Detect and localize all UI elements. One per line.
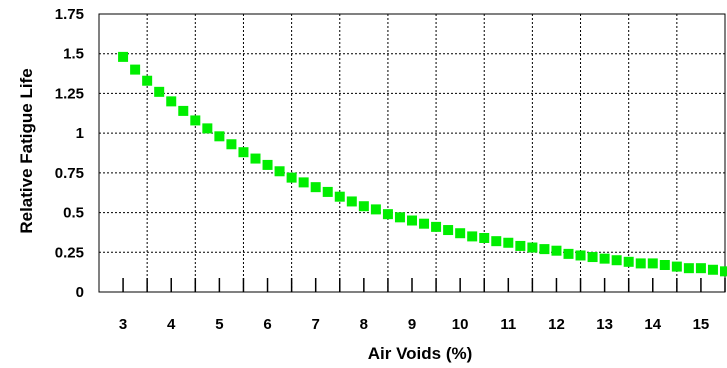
- data-point: [671, 261, 682, 272]
- data-point: [202, 123, 213, 134]
- y-tick-label: 0: [76, 284, 84, 301]
- y-axis-label: Relative Fatigue Life: [17, 68, 36, 233]
- data-series: [118, 51, 727, 277]
- grid: [98, 13, 726, 293]
- data-point: [358, 201, 369, 212]
- data-point: [178, 105, 189, 116]
- data-point: [611, 255, 622, 266]
- data-point: [262, 159, 273, 170]
- x-tick-label: 11: [500, 316, 516, 333]
- x-tick-label: 8: [360, 316, 368, 333]
- data-point: [274, 166, 285, 177]
- data-point: [659, 259, 670, 270]
- y-tick-label: 0.25: [55, 244, 84, 261]
- data-point: [599, 253, 610, 264]
- data-point: [419, 218, 430, 229]
- data-point: [298, 177, 309, 188]
- data-point: [322, 186, 333, 197]
- data-point: [190, 115, 201, 126]
- data-point: [394, 212, 405, 223]
- x-tick-label: 9: [408, 316, 416, 333]
- y-tick-label: 0.75: [55, 165, 84, 182]
- data-point: [130, 64, 141, 75]
- data-point: [238, 147, 249, 158]
- data-point: [250, 153, 261, 164]
- y-tick-label: 1.5: [63, 46, 84, 63]
- data-point: [539, 244, 550, 255]
- data-point: [214, 131, 225, 142]
- data-point: [635, 258, 646, 269]
- data-point: [623, 256, 634, 267]
- data-point: [647, 258, 658, 269]
- data-point: [407, 215, 417, 226]
- x-tick-label: 3: [119, 316, 127, 333]
- data-point: [226, 139, 237, 150]
- data-point: [503, 237, 514, 248]
- data-point: [431, 221, 442, 232]
- data-point: [310, 182, 321, 193]
- data-point: [563, 248, 574, 259]
- x-tick-label: 14: [644, 316, 661, 333]
- data-point: [707, 264, 718, 275]
- data-point: [720, 266, 727, 277]
- data-point: [370, 204, 381, 215]
- data-point: [527, 242, 538, 253]
- data-point: [551, 245, 562, 256]
- y-tick-label: 1.25: [55, 85, 84, 102]
- tick-labels: 0 0.25 0.5 0.75 1 1.25 1.5 1.75 3 4 5 6 7 8 9 10 11 12 13 1…: [55, 6, 709, 333]
- data-point: [142, 75, 153, 86]
- data-point: [286, 172, 297, 183]
- x-tick-label: 6: [263, 316, 271, 333]
- data-point: [575, 250, 586, 261]
- data-point: [695, 263, 706, 274]
- data-point: [587, 252, 598, 263]
- data-point: [683, 263, 694, 274]
- data-point: [455, 228, 466, 239]
- data-point: [346, 196, 357, 207]
- data-point: [467, 231, 478, 242]
- x-tick-label: 15: [693, 316, 710, 333]
- data-point: [382, 209, 393, 220]
- x-tick-label: 12: [548, 316, 565, 333]
- data-point: [118, 51, 129, 62]
- data-point: [334, 191, 345, 202]
- y-tick-label: 1.75: [55, 6, 84, 23]
- data-point: [166, 96, 177, 107]
- x-axis-label: Air Voids (%): [368, 344, 473, 363]
- y-tick-label: 1: [76, 125, 84, 142]
- x-tick-label: 5: [215, 316, 223, 333]
- plot-frame: [98, 13, 726, 293]
- data-point: [515, 240, 526, 251]
- x-tick-label: 7: [312, 316, 320, 333]
- x-tick-label: 10: [452, 316, 469, 333]
- data-point: [154, 86, 165, 97]
- data-point: [491, 236, 502, 247]
- x-tick-label: 4: [167, 316, 176, 333]
- y-tick-label: 0.5: [63, 205, 84, 222]
- x-tick-label: 13: [596, 316, 613, 333]
- data-point: [443, 225, 454, 236]
- data-point: [479, 232, 490, 243]
- minor-ticks: [122, 278, 726, 292]
